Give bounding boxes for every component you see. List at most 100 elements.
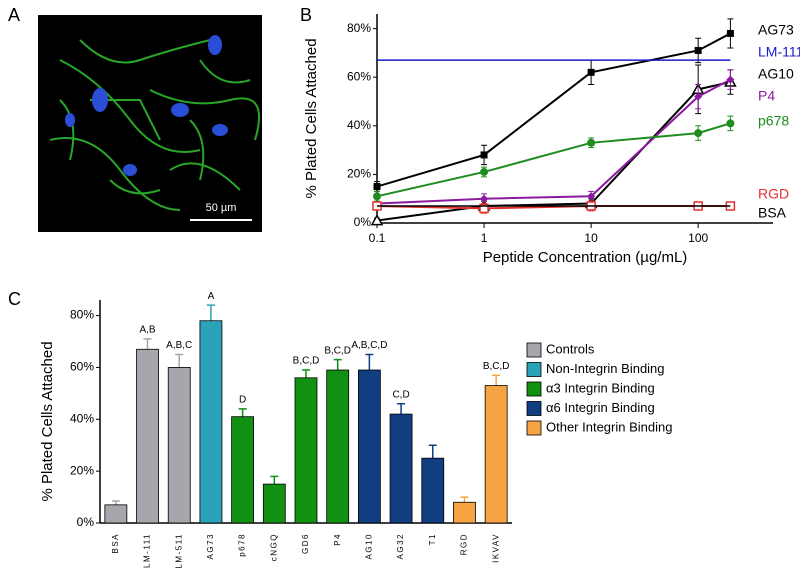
y-axis-title: % Plated Cells Attached xyxy=(39,341,56,501)
error-bar xyxy=(206,304,215,321)
legend-swatch xyxy=(526,401,542,416)
error-bar xyxy=(175,353,184,368)
micrograph: 50 µm xyxy=(38,15,262,232)
error-bar xyxy=(143,338,152,350)
x-tick-label: p678 xyxy=(238,533,247,557)
series-label: AG73 xyxy=(758,22,794,38)
bar-annotation: D xyxy=(239,395,246,406)
x-tick-label: cNGQ xyxy=(269,533,278,561)
error-bar xyxy=(428,444,437,459)
bar xyxy=(326,369,350,524)
legend-label: Non-Integrin Binding xyxy=(546,361,665,376)
marker xyxy=(373,183,381,191)
error-bar xyxy=(492,374,501,386)
bar xyxy=(294,377,318,524)
legend-swatch xyxy=(526,381,542,397)
y-tick-label: 0% xyxy=(354,215,372,229)
y-tick-label: 60% xyxy=(347,69,371,83)
marker xyxy=(587,192,596,201)
y-tick-label: 40% xyxy=(70,411,94,425)
marker xyxy=(480,194,489,203)
scale-bar-label: 50 µm xyxy=(206,202,237,214)
bar xyxy=(262,483,286,524)
legend-swatch xyxy=(526,420,542,436)
error-bar xyxy=(333,358,342,371)
x-tick-label: AG73 xyxy=(206,533,215,559)
series-label: p678 xyxy=(758,113,789,129)
marker xyxy=(373,192,381,201)
y-tick-label: 20% xyxy=(70,463,94,477)
x-tick-label: LM-511 xyxy=(174,533,183,569)
x-tick-label: 10 xyxy=(584,231,598,245)
bar xyxy=(136,348,159,524)
bar-annotation: A xyxy=(208,291,215,302)
x-tick-label: P4 xyxy=(333,533,342,546)
x-tick-label: IKVAV xyxy=(491,533,500,563)
error-bar xyxy=(397,402,406,415)
x-tick-label: LM-111 xyxy=(143,533,152,568)
bar-annotation: B,C,D xyxy=(324,345,351,356)
x-tick-label: GD6 xyxy=(301,533,310,554)
bar-annotation: A,B,C,D xyxy=(351,340,387,351)
bar xyxy=(421,457,445,524)
bar-annotation: A,B xyxy=(139,325,155,336)
x-axis-title: Peptide Concentration (µg/mL) xyxy=(483,249,688,266)
bar-annotation: C,D xyxy=(392,389,409,400)
y-axis-title: % Plated Cells Attached xyxy=(303,38,320,198)
series-label: BSA xyxy=(758,205,787,221)
panel-label: A xyxy=(8,5,20,25)
bar xyxy=(484,385,508,524)
legend-swatch xyxy=(526,342,542,358)
bar xyxy=(389,413,413,524)
legend-label: Controls xyxy=(546,341,595,356)
bar xyxy=(453,501,476,524)
error-bar xyxy=(460,496,469,503)
x-tick-label: 100 xyxy=(688,231,708,245)
marker xyxy=(480,151,488,159)
y-tick-label: 40% xyxy=(347,118,371,132)
marker xyxy=(480,167,489,176)
x-tick-label: RGD xyxy=(460,533,469,555)
marker xyxy=(370,214,384,226)
panel-label: C xyxy=(8,289,21,309)
marker xyxy=(726,119,735,128)
y-tick-label: 60% xyxy=(70,360,94,374)
marker xyxy=(587,68,595,76)
series-line xyxy=(376,81,731,222)
marker xyxy=(694,46,702,54)
x-tick-label: 1 xyxy=(481,231,488,245)
legend-swatch xyxy=(526,362,542,377)
bar xyxy=(167,367,191,524)
series-line xyxy=(376,122,731,198)
marker xyxy=(587,138,596,147)
marker xyxy=(694,92,703,101)
error-bar xyxy=(238,408,247,417)
x-tick-label: T1 xyxy=(428,533,437,545)
error-bar xyxy=(302,369,310,378)
y-tick-label: 0% xyxy=(77,515,95,529)
marker xyxy=(694,129,703,138)
marker xyxy=(726,29,734,37)
x-tick-label: BSA xyxy=(111,533,120,554)
bar xyxy=(199,320,223,524)
x-tick-label: AG32 xyxy=(396,533,405,559)
error-bar xyxy=(111,500,120,505)
series-label: P4 xyxy=(758,88,775,104)
series-line xyxy=(376,32,731,188)
series-label: RGD xyxy=(758,186,789,202)
series-label: LM-111 xyxy=(758,44,800,60)
bar-annotation: B,C,D xyxy=(293,356,320,367)
error-bar xyxy=(365,353,374,371)
bar-annotation: B,C,D xyxy=(483,361,510,372)
bar xyxy=(104,504,128,524)
legend-label: α6 Integrin Binding xyxy=(546,400,655,415)
marker xyxy=(479,203,489,214)
marker xyxy=(726,75,735,84)
series-label: AG10 xyxy=(758,66,794,82)
error-bar xyxy=(270,475,279,485)
x-tick-label: AG10 xyxy=(364,533,373,559)
legend-label: Other Integrin Binding xyxy=(546,419,672,434)
legend-label: α3 Integrin Binding xyxy=(546,380,655,395)
y-tick-label: 20% xyxy=(347,167,371,181)
